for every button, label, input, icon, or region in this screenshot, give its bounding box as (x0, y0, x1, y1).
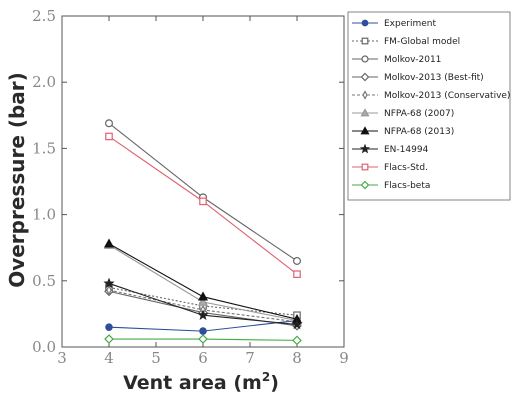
y-tick-label: 2.0 (32, 73, 56, 91)
x-tick-label: 4 (104, 349, 114, 367)
x-tick-label: 3 (57, 349, 67, 367)
series-line (108, 136, 298, 275)
series-8 (105, 132, 301, 278)
data-point (292, 335, 302, 346)
legend-entry: Flacs-Std. (352, 163, 428, 173)
legend-entry: NFPA-68 (2013) (352, 126, 454, 137)
series-0 (105, 316, 301, 335)
data-point (197, 291, 209, 301)
series-2 (104, 119, 302, 265)
x-tick-label: 9 (339, 349, 349, 367)
series-6 (103, 238, 303, 323)
y-axis-title: Overpressure (bar) (5, 72, 29, 288)
legend-label: FM-Global model (384, 37, 460, 47)
legend-label: Molkov-2011 (384, 55, 441, 65)
y-tick-label: 0.5 (32, 272, 56, 290)
series-9 (104, 334, 302, 346)
legend-label: Flacs-beta (384, 181, 430, 191)
axes: 0.0 0.5 1.0 1.5 2.0 2.5 3 4 5 6 7 8 9 (32, 7, 349, 367)
legend-marker (361, 55, 369, 63)
legend-entry: NFPA-68 (2007) (352, 108, 454, 119)
legend-marker (359, 143, 371, 154)
data-point (198, 334, 208, 344)
data-point (103, 277, 115, 289)
legend-label: Experiment (384, 19, 436, 29)
data-point (105, 132, 113, 141)
data-point (199, 327, 207, 335)
legend-marker (361, 163, 369, 171)
legend-marker (360, 72, 370, 82)
legend-entry: EN-14994 (352, 143, 429, 155)
x-axis-title-superscript: 2 (262, 370, 270, 384)
legend-marker (360, 180, 370, 190)
data-point (197, 296, 209, 306)
legend-label: NFPA-68 (2013) (384, 127, 454, 137)
x-axis-title-close: ) (270, 372, 279, 394)
data-point (104, 334, 114, 344)
legend: Experiment FM-Global model Molkov-2011 Molk… (347, 11, 511, 201)
legend-entry: Molkov-2013 (Conservative) (352, 90, 510, 101)
legend-entry: Molkov-2011 (352, 55, 441, 65)
data-point (105, 323, 113, 331)
legend-marker (360, 126, 370, 135)
x-axis-title: Vent area (m2) (123, 370, 279, 394)
y-tick-label: 1.5 (32, 139, 56, 157)
x-axis-title-main: Vent area (m (123, 372, 262, 394)
legend-box (347, 11, 511, 201)
legend-label: NFPA-68 (2007) (384, 109, 454, 119)
legend-label: Flacs-Std. (384, 163, 428, 173)
series-layer (103, 119, 303, 346)
x-tick-label: 6 (198, 349, 208, 367)
y-tick-label: 1.0 (32, 206, 56, 224)
legend-entry: Experiment (352, 19, 436, 29)
x-tick-label: 5 (151, 349, 161, 367)
data-point (197, 309, 209, 320)
legend-label: EN-14994 (384, 145, 429, 155)
data-point (106, 284, 112, 296)
legend-marker (361, 37, 369, 45)
legend-marker (360, 108, 370, 117)
legend-label: Molkov-2013 (Best-fit) (384, 73, 484, 83)
legend-entry: Molkov-2013 (Best-fit) (352, 72, 484, 83)
series-7 (103, 277, 303, 330)
data-point (291, 318, 303, 330)
data-point (103, 238, 115, 248)
y-tick-label: 0.0 (32, 338, 56, 356)
x-tick-label: 8 (292, 349, 302, 367)
y-tick-label: 2.5 (32, 7, 56, 25)
data-point (293, 270, 301, 278)
x-tick-label: 7 (245, 349, 255, 367)
data-point (104, 119, 113, 128)
legend-entry: FM-Global model (352, 37, 460, 47)
legend-label: Molkov-2013 (Conservative) (384, 91, 510, 101)
data-point (293, 256, 302, 265)
data-point (199, 197, 207, 206)
legend-marker (361, 19, 369, 27)
legend-entry: Flacs-beta (352, 180, 430, 191)
legend-marker (362, 90, 368, 100)
series-line (108, 122, 298, 262)
